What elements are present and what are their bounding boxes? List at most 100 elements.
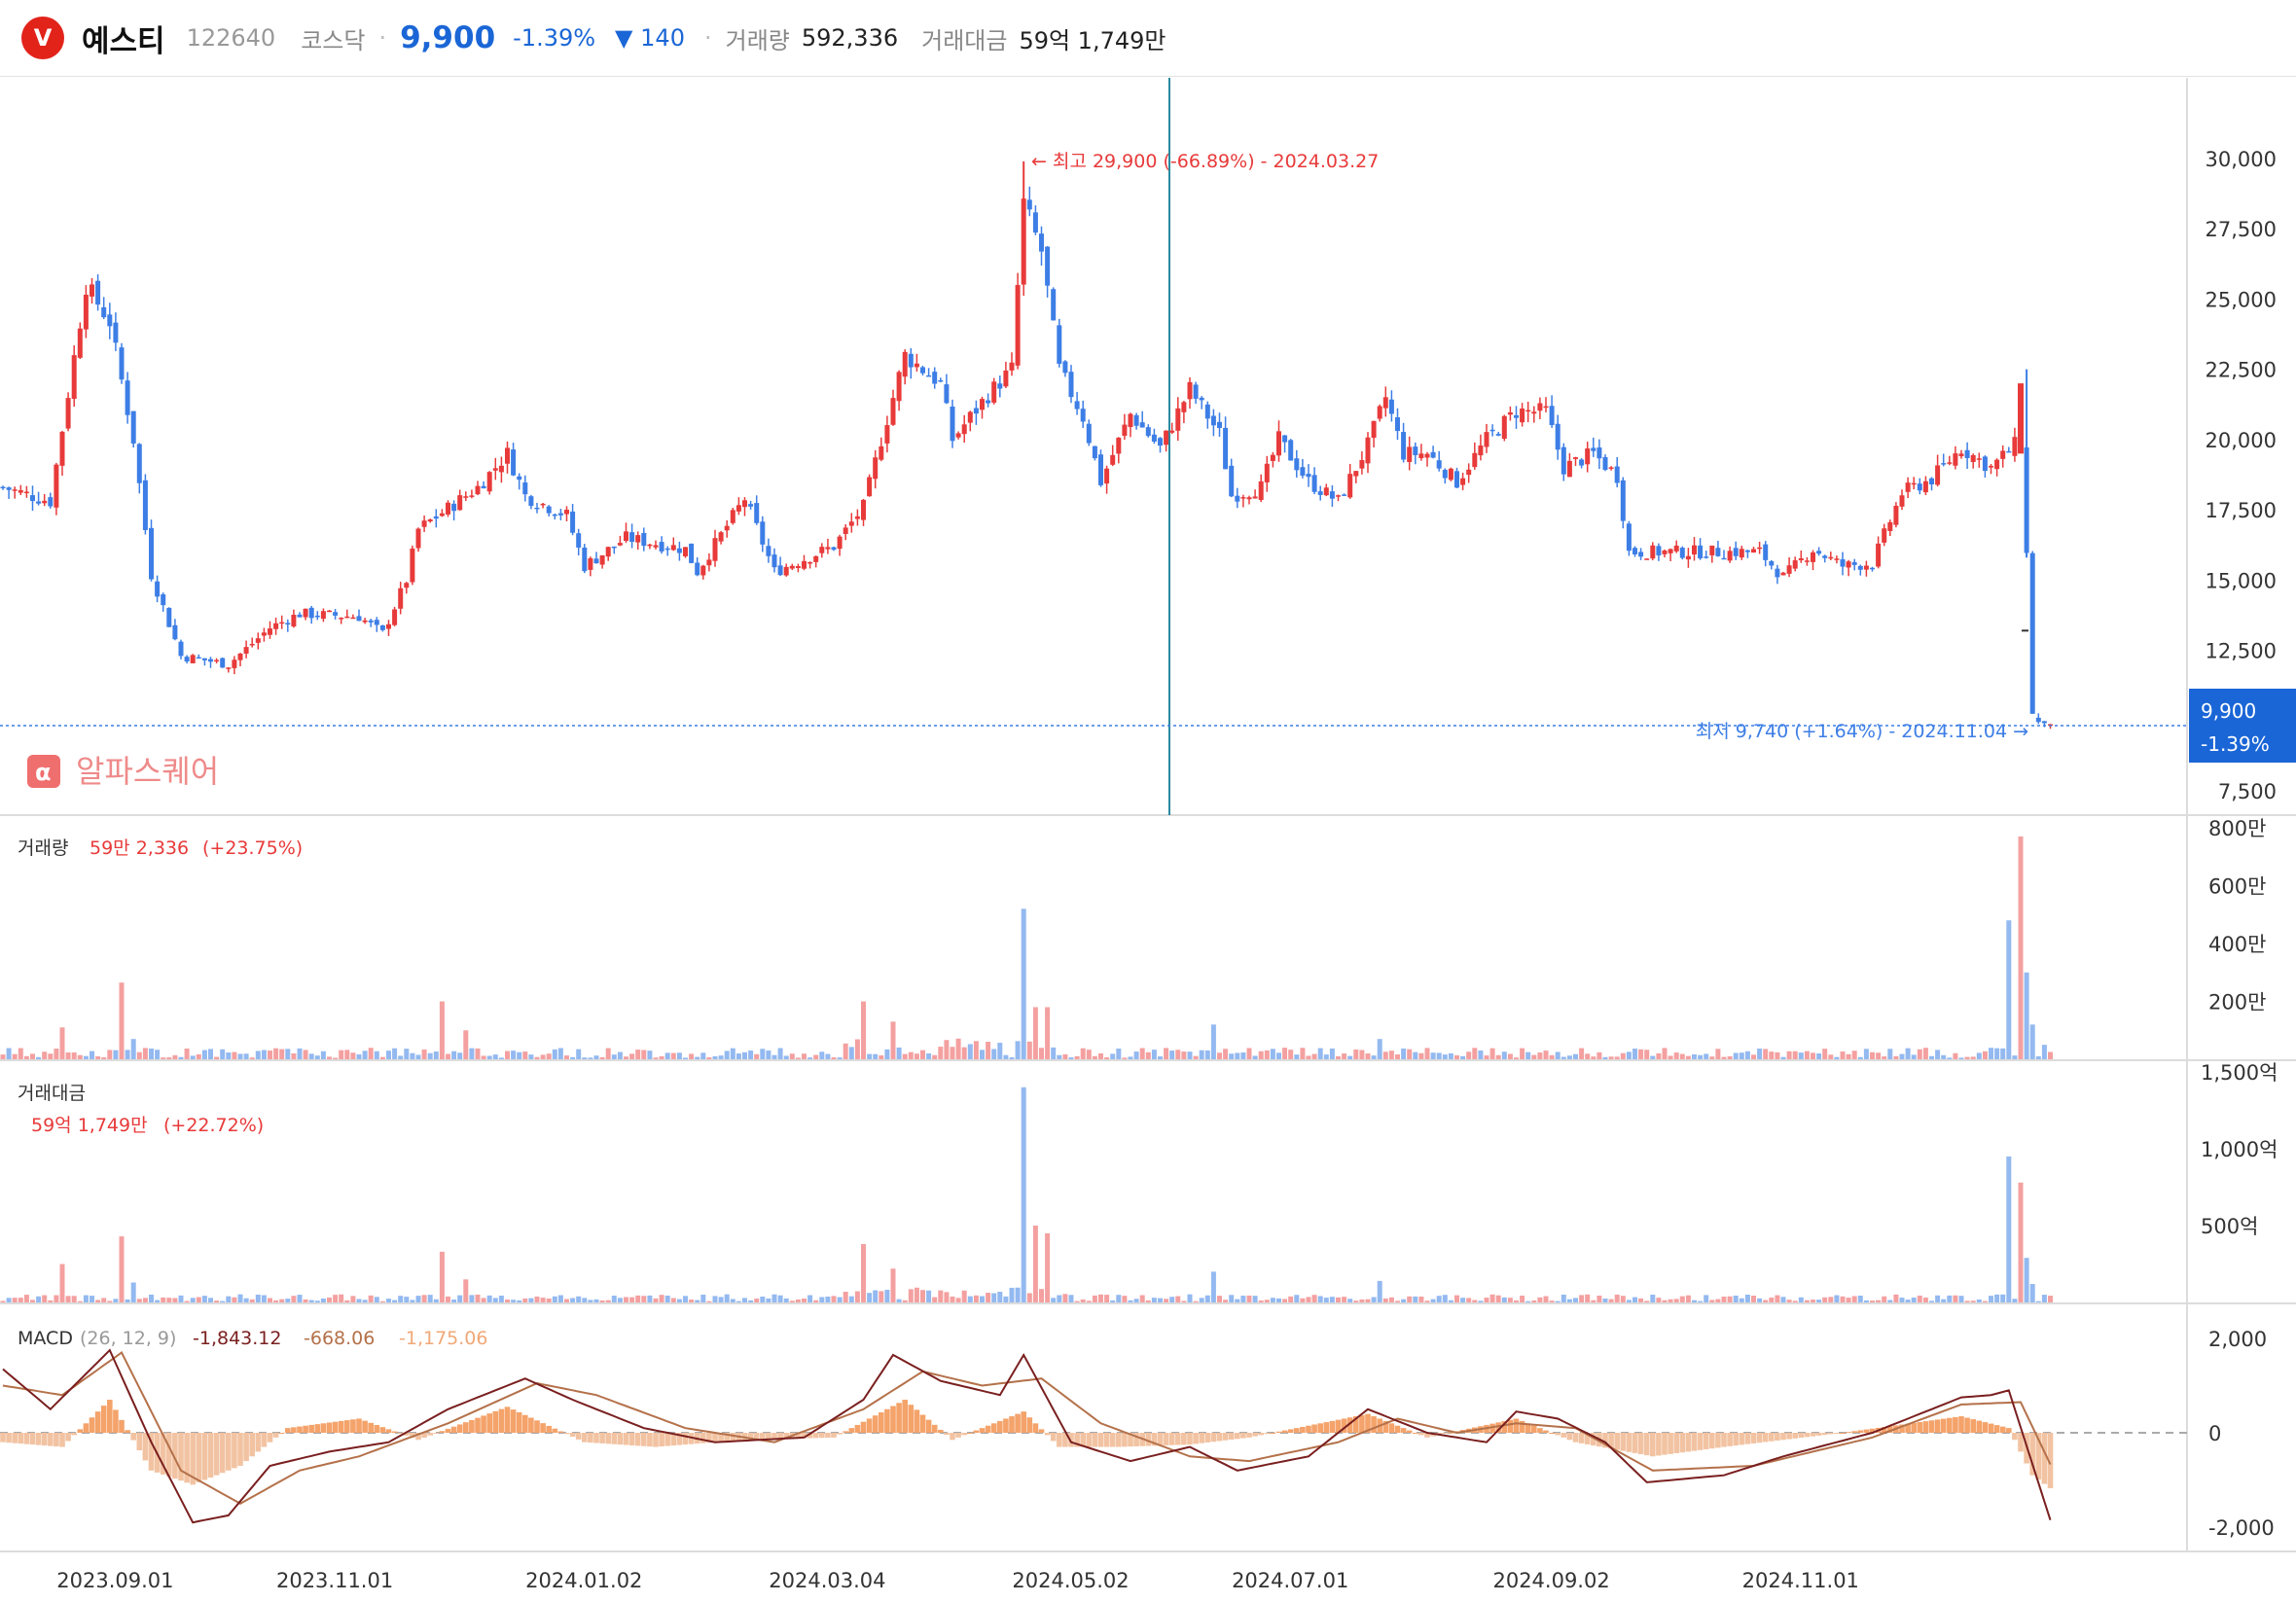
amount-bar — [166, 1298, 172, 1302]
macd-histogram-bar — [1762, 1433, 1769, 1443]
candle-body — [18, 489, 23, 493]
volume-tick-label: 800만 — [2208, 817, 2266, 840]
volume-bar — [1579, 1048, 1585, 1059]
amount-bar — [1792, 1300, 1798, 1302]
candle-body — [1258, 481, 1264, 500]
amount-bar — [232, 1297, 237, 1302]
macd-histogram-bar — [1145, 1433, 1152, 1446]
macd-histogram-bar — [1187, 1433, 1193, 1445]
macd-histogram-bar — [1418, 1433, 1424, 1436]
amount-bar — [795, 1299, 801, 1302]
volume-bar — [1418, 1052, 1424, 1059]
candle-body — [1288, 440, 1294, 461]
amount-bar — [1626, 1300, 1632, 1302]
macd-histogram-bar — [113, 1409, 119, 1433]
amount-bar — [967, 1296, 973, 1302]
candle-body — [208, 659, 213, 662]
volume-bar — [1276, 1052, 1281, 1059]
candle-body — [683, 547, 688, 556]
candle-body — [1217, 421, 1222, 428]
volume-bar — [1947, 1057, 1953, 1059]
amount-bar — [1744, 1295, 1750, 1302]
amount-bar — [1525, 1300, 1531, 1302]
volume-bar — [1110, 1053, 1116, 1059]
candle-body — [1413, 446, 1418, 455]
macd-histogram-bar — [1068, 1433, 1074, 1447]
macd-histogram-bar — [23, 1433, 30, 1444]
macd-histogram-bar — [1928, 1420, 1935, 1433]
volume-bar — [1964, 1056, 1970, 1059]
candle-body — [446, 502, 450, 515]
amount-bar — [1276, 1298, 1281, 1302]
amount-bar — [172, 1298, 178, 1302]
candle-body — [119, 347, 125, 380]
candle-body — [1074, 401, 1080, 410]
amount-bar — [2000, 1294, 2006, 1302]
volume-bar — [386, 1051, 391, 1059]
macd-histogram-bar — [1566, 1433, 1573, 1441]
volume-bar — [178, 1056, 184, 1059]
triangle-down-icon: ▼ — [615, 24, 633, 52]
volume-bar — [1882, 1056, 1887, 1059]
macd-histogram-bar — [1116, 1433, 1122, 1447]
macd-histogram-bar — [1003, 1418, 1009, 1433]
amount-bar — [107, 1300, 113, 1302]
candle-body — [1780, 572, 1786, 576]
macd-histogram-bar — [967, 1433, 974, 1434]
amount-bar — [1662, 1300, 1668, 1302]
macd-histogram-bar — [557, 1431, 564, 1433]
volume-bar — [843, 1043, 848, 1059]
amount-bar — [1668, 1299, 1673, 1302]
volume-bar — [1876, 1052, 1882, 1059]
candle-body — [938, 379, 944, 382]
macd-histogram-bar — [1175, 1433, 1181, 1445]
volume-bar — [107, 1050, 113, 1059]
candle-body — [1329, 491, 1335, 499]
candle-body — [1015, 284, 1021, 366]
candle-body — [149, 527, 154, 580]
candle-body — [498, 465, 504, 473]
candle-body — [333, 612, 339, 616]
macd-histogram-bar — [439, 1431, 446, 1433]
macd-histogram-bar — [1204, 1433, 1211, 1443]
candle-body — [1104, 468, 1110, 484]
volume-bar — [475, 1048, 481, 1059]
volume-bar — [161, 1057, 166, 1059]
volume-bar — [374, 1051, 379, 1059]
macd-histogram-bar — [1270, 1433, 1276, 1434]
amount-bar — [1080, 1299, 1086, 1302]
macd-histogram-bar — [628, 1433, 635, 1445]
volume-bar — [356, 1054, 362, 1059]
macd-histogram-bar — [938, 1429, 944, 1433]
candle-body — [1382, 397, 1388, 409]
volume-bar — [1566, 1055, 1572, 1059]
candle-body — [1199, 397, 1204, 401]
macd-histogram-bar — [54, 1433, 59, 1447]
volume-bar — [760, 1049, 766, 1059]
macd-histogram-bar — [1970, 1419, 1976, 1433]
amount-bar — [522, 1298, 528, 1302]
candle-body — [439, 513, 445, 517]
macd-histogram-bar — [1193, 1433, 1199, 1444]
volume-bar — [1685, 1055, 1691, 1059]
candle-body — [6, 487, 12, 490]
volume-bar — [1223, 1049, 1229, 1059]
amount-bar — [825, 1296, 831, 1302]
amount-bar — [463, 1279, 469, 1302]
amount-bar — [789, 1300, 795, 1302]
macd-histogram-bar — [641, 1433, 647, 1446]
volume-bar — [142, 1048, 148, 1059]
volume-bar — [1122, 1057, 1128, 1059]
macd-histogram-bar — [1501, 1421, 1508, 1433]
amount-bar — [1786, 1300, 1792, 1302]
amount-bar — [1139, 1295, 1145, 1302]
candle-body — [1709, 545, 1715, 555]
price-tick-label: 25,000 — [2206, 288, 2277, 311]
amount-bar — [398, 1296, 404, 1302]
volume-bar — [1525, 1051, 1531, 1059]
macd-histogram-bar — [766, 1433, 771, 1440]
macd-tick-label: 2,000 — [2208, 1328, 2267, 1351]
volume-bar — [350, 1052, 356, 1059]
candle-body — [1644, 558, 1650, 560]
